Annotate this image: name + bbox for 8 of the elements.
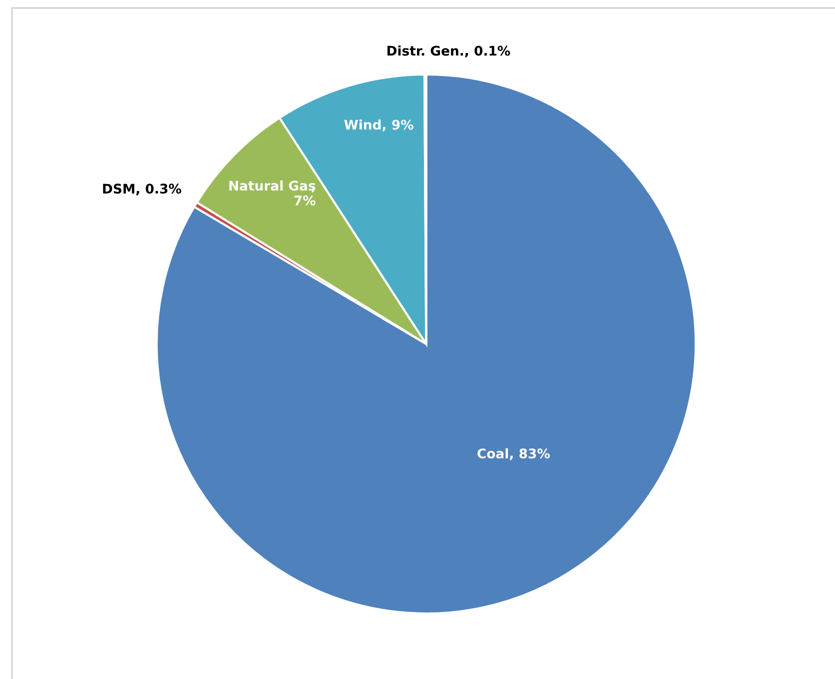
slice-label: DSM [103,184,134,194]
data-label: , 83% [510,448,550,460]
slice-label: Distr. Gen. [387,46,463,56]
data-label: , 9% [382,120,414,132]
data-label: , 0.1% [465,46,510,58]
slice-label: Coal [478,448,508,458]
data-label: , 0.3% [136,184,182,196]
slice-label: Wind [344,119,381,130]
